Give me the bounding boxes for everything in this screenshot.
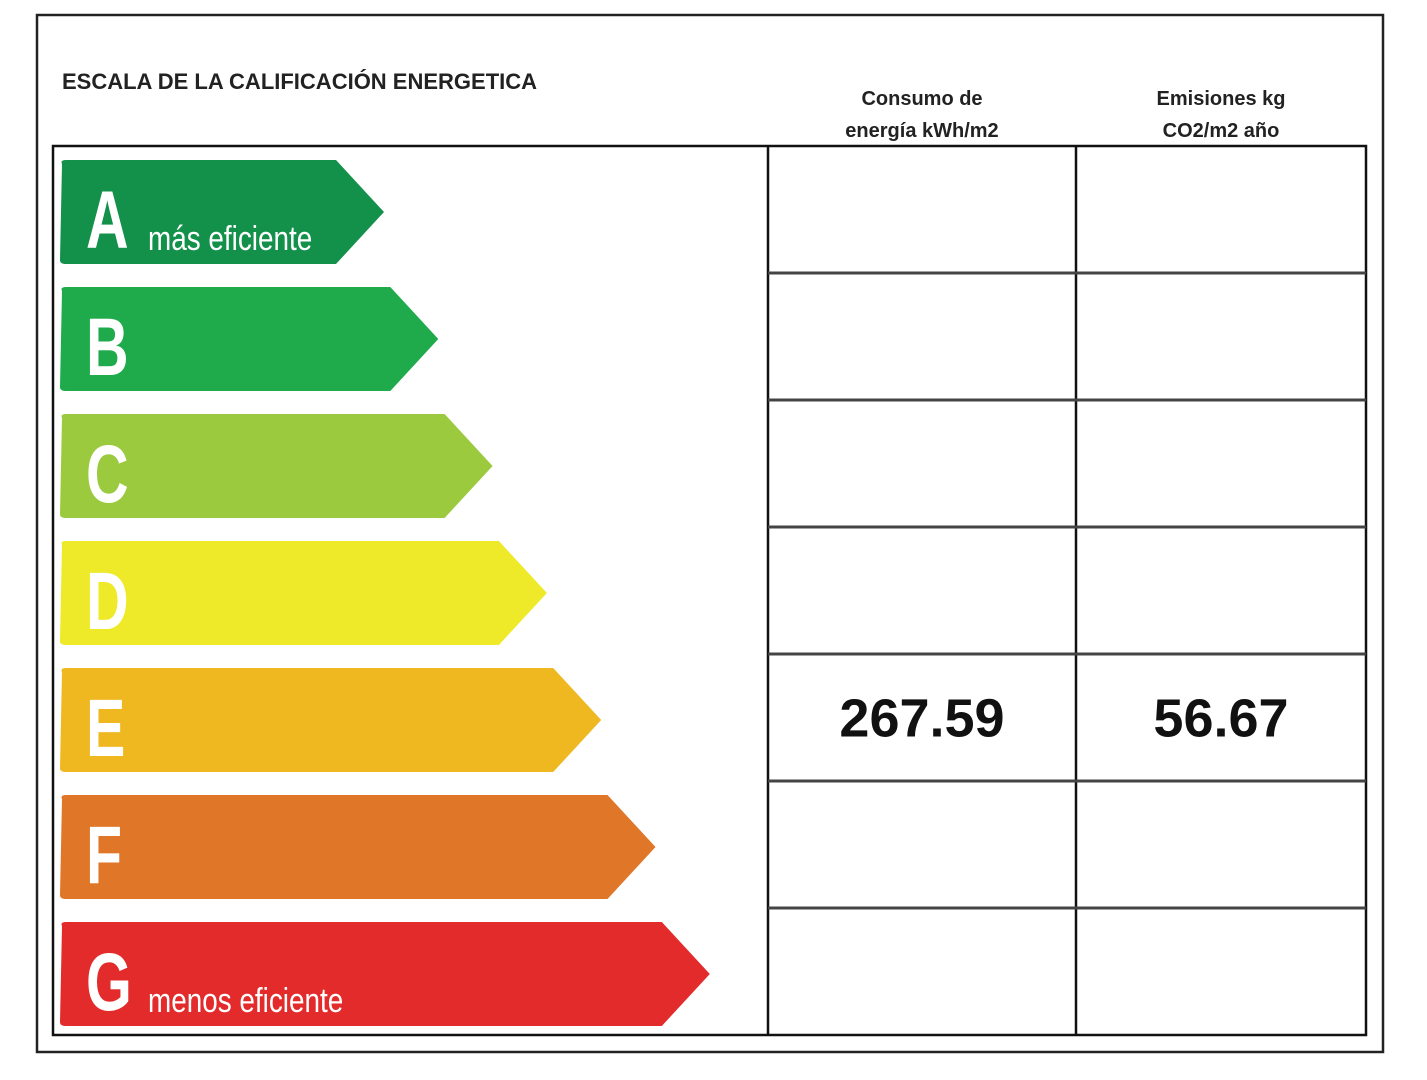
rating-letter: F — [86, 810, 122, 902]
rating-arrow — [60, 287, 439, 391]
rating-letter: B — [86, 302, 129, 394]
rating-arrow — [60, 922, 710, 1026]
outer-frame — [35, 13, 1385, 1054]
rating-note: menos eficiente — [148, 981, 343, 1019]
title: ESCALA DE LA CALIFICACIÓN ENERGETICA — [62, 69, 537, 94]
column-header: Emisiones kg — [1157, 88, 1286, 110]
rating-letter: D — [86, 556, 129, 648]
energy-value: 267.59 — [839, 689, 1004, 749]
rating-letter: C — [86, 429, 129, 521]
column-header: energía kWh/m2 — [845, 120, 998, 142]
emissions-value: 56.67 — [1153, 689, 1288, 749]
rating-arrow — [60, 160, 384, 264]
column-header: Consumo de — [861, 88, 982, 110]
rating-letter: G — [86, 937, 132, 1029]
rating-arrow — [60, 541, 547, 645]
table-frame — [51, 144, 1368, 1037]
rating-letter: E — [86, 683, 125, 775]
rating-arrow — [60, 414, 493, 518]
rating-arrow — [60, 668, 602, 772]
rating-arrow — [60, 795, 656, 899]
column-header: CO2/m2 año — [1163, 120, 1280, 142]
rating-letter: A — [86, 175, 129, 267]
rating-note: más eficiente — [148, 219, 312, 257]
